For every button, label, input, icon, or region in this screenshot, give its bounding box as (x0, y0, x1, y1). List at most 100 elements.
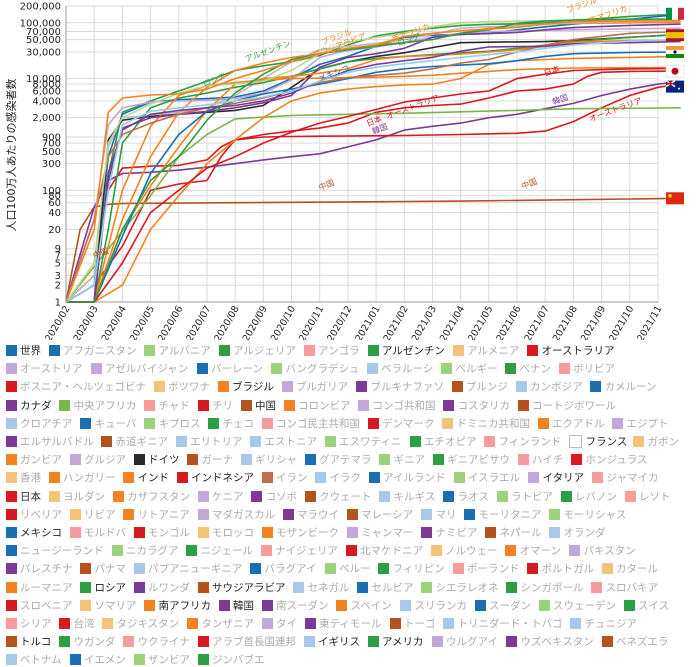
legend-item[interactable]: キューバ (80, 417, 136, 430)
legend-item[interactable]: パナマ (80, 562, 126, 575)
legend-item[interactable]: ウルグアイ (431, 635, 498, 648)
legend-item[interactable]: グルジア (69, 453, 126, 466)
legend-item[interactable]: パラグアイ (250, 562, 316, 575)
legend-item[interactable]: ハンガリー (48, 471, 115, 484)
legend-item[interactable]: グアテマラ (304, 453, 371, 466)
legend-item[interactable]: サウジアラビア (197, 581, 285, 594)
legend-item[interactable]: エチオピア (409, 435, 476, 448)
legend-item[interactable]: スロバキア (591, 581, 658, 594)
legend-item[interactable]: チュニジア (570, 617, 637, 630)
legend-item[interactable]: キプロス (144, 417, 200, 430)
legend-item[interactable]: ガンビア (6, 453, 62, 466)
legend-item[interactable]: シンガポール (506, 581, 583, 594)
legend-item[interactable]: ギリシャ (240, 453, 297, 466)
legend-item[interactable]: タイ (261, 617, 297, 630)
legend-item[interactable]: コートジボワール (517, 399, 616, 412)
legend-item[interactable]: ニカラグア (111, 544, 178, 557)
legend-item[interactable]: リビア (69, 508, 115, 521)
legend-item[interactable]: イタリア (528, 471, 584, 484)
legend-item[interactable]: ソマリア (80, 599, 136, 612)
legend-item[interactable]: アメリカ (367, 635, 423, 648)
legend-item[interactable]: ルーマニア (6, 581, 73, 594)
legend-item[interactable]: コンゴ民主共和国 (261, 417, 360, 430)
legend-item[interactable]: アゼルバイジャン (90, 362, 188, 375)
legend-item[interactable]: マレーシア (346, 508, 413, 521)
legend-item[interactable]: フィリピン (378, 562, 445, 575)
legend-item[interactable]: インドネシア (176, 471, 254, 484)
legend-item[interactable]: ボツワナ (153, 380, 210, 393)
legend-item[interactable]: パレスチナ (6, 562, 73, 575)
legend-item[interactable]: エルサルバドル (6, 435, 94, 448)
legend-item[interactable]: マリ (421, 508, 456, 521)
legend-item[interactable]: ベトナム (6, 653, 62, 666)
legend-item[interactable]: スペイン (336, 599, 392, 612)
legend-item[interactable]: チリ (197, 399, 233, 412)
legend-item[interactable]: 赤道ギニア (101, 435, 168, 448)
legend-item[interactable]: トルコ (6, 635, 51, 648)
legend-item[interactable]: チェコ (208, 417, 254, 430)
legend-item[interactable]: ニュージーランド (6, 544, 104, 557)
legend-item[interactable]: ガーナ (187, 453, 233, 466)
legend-item[interactable]: 中国 (240, 399, 276, 412)
legend-item[interactable]: マダガスカル (197, 508, 275, 521)
legend-item[interactable]: ウクライナ (123, 635, 190, 648)
legend-item[interactable]: ブルキナファソ (356, 380, 444, 393)
legend-item[interactable]: ロシア (80, 581, 126, 594)
legend-item[interactable]: コンゴ共和国 (358, 399, 435, 412)
legend-item[interactable]: ギニア (379, 453, 425, 466)
legend-item[interactable]: クロアチア (6, 417, 72, 430)
legend-item[interactable]: モーリタニア (464, 508, 541, 521)
legend-item[interactable]: 中央アフリカ (59, 399, 136, 412)
legend-item[interactable]: クウェート (304, 490, 371, 503)
legend-item[interactable]: スーダン (474, 599, 531, 612)
legend-item[interactable]: オーストリア (6, 362, 82, 375)
legend-item[interactable]: エクアドル (537, 417, 604, 430)
legend-item[interactable]: モザンビーク (261, 526, 339, 539)
legend-item[interactable]: スウェーデン (538, 599, 616, 612)
legend-item[interactable]: ポーランド (452, 562, 519, 575)
legend-item[interactable]: ニジェール (186, 544, 253, 557)
legend-item[interactable]: ヨルダン (48, 490, 105, 503)
legend-item[interactable]: タジキスタン (102, 617, 179, 630)
legend-item[interactable]: ナイジェリア (260, 544, 338, 557)
legend-item[interactable]: ネパール (485, 526, 541, 539)
legend-item[interactable]: トリニダード・トバゴ (443, 617, 562, 630)
legend-item[interactable]: ベラルーシ (366, 362, 433, 375)
legend-item[interactable]: モンゴル (133, 526, 190, 539)
legend-item[interactable]: タンザニア (187, 617, 254, 630)
legend-item[interactable]: ジャマイカ (592, 471, 658, 484)
legend-item[interactable]: アルバニア (144, 344, 211, 357)
legend-item[interactable]: トーゴ (389, 617, 435, 630)
legend-item[interactable]: エストニア (250, 435, 317, 448)
legend-item[interactable]: ジンバブエ (197, 653, 264, 666)
legend-item[interactable]: フィンランド (484, 435, 561, 448)
legend-item[interactable]: 東ティモール (304, 617, 381, 630)
legend-item[interactable]: スイス (623, 599, 669, 612)
legend-item[interactable]: ベルギー (441, 362, 497, 375)
legend-item[interactable]: レソト (624, 490, 670, 503)
legend-item[interactable]: ミャンマー (346, 526, 413, 539)
legend-item[interactable]: ノルウェー (430, 544, 497, 557)
legend-item[interactable]: ホンジュラス (571, 453, 648, 466)
legend-item[interactable]: アフガニスタン (48, 344, 136, 357)
legend-item[interactable]: アンゴラ (303, 344, 360, 357)
legend-item[interactable]: チャド (144, 399, 190, 412)
legend-item[interactable]: ルワンダ (133, 581, 190, 594)
legend-item[interactable]: ポルトガル (527, 562, 594, 575)
legend-item[interactable]: オランダ (549, 526, 605, 539)
legend-item[interactable]: モルドバ (69, 526, 126, 539)
legend-item[interactable]: ブラジル (217, 380, 274, 393)
legend-item[interactable]: バングラデシュ (271, 362, 360, 375)
legend-item[interactable]: イラク (315, 471, 361, 484)
legend-item[interactable]: パプアニューギニア (133, 562, 242, 575)
legend-item[interactable]: ザンビア (133, 653, 190, 666)
legend-item[interactable]: ラオス (443, 490, 489, 503)
legend-item[interactable]: ベネズエラ (601, 635, 668, 648)
legend-item[interactable]: ナミビア (421, 526, 477, 539)
legend-item[interactable]: イラン (261, 471, 307, 484)
legend-item[interactable]: ウズベキスタン (506, 635, 594, 648)
legend-item[interactable]: カナダ (6, 399, 52, 412)
legend-item[interactable]: ハイチ (517, 453, 563, 466)
legend-item[interactable]: ケニア (197, 490, 243, 503)
legend-item[interactable]: イギリス (303, 635, 360, 648)
